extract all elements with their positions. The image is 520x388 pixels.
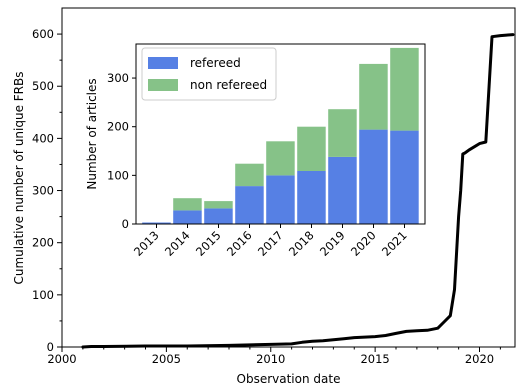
inset-y-tick-label-200: 200 (107, 120, 129, 134)
main-x-tick-label-2000: 2000 (47, 352, 76, 366)
main-x-tick-label-2020: 2020 (465, 352, 494, 366)
inset-x-tick-label-2020: 2020 (348, 228, 379, 259)
main-x-tick-label-2005: 2005 (152, 352, 181, 366)
main-x-axis-label: Observation date (237, 372, 341, 386)
inset-axes: 2013 2014 2015 2016 2017 2018 2019 2020 2021 0 100… (85, 43, 426, 259)
inset-x-tick-label-2019: 2019 (317, 228, 348, 259)
inset-x-tick-label-2016: 2016 (224, 228, 255, 259)
bar-refereed-2016 (235, 186, 264, 224)
bar-refereed-2017 (266, 175, 295, 224)
legend-swatch-non-refereed (148, 79, 178, 91)
main-x-tick-label-2010: 2010 (256, 352, 285, 366)
legend-swatch-refereed (148, 57, 178, 69)
inset-x-tick-label-2021: 2021 (379, 228, 410, 259)
bar-non-refereed-2019 (328, 109, 357, 157)
bar-non-refereed-2018 (297, 126, 326, 171)
inset-x-tick-label-2015: 2015 (193, 228, 224, 259)
main-axes: 2000 2005 2010 2015 20200100200300400500600 … (12, 7, 516, 386)
legend-label-non-refereed: non refereed (190, 78, 267, 92)
bar-refereed-2015 (204, 208, 233, 224)
inset-y-tick-label-0: 0 (122, 217, 129, 231)
inset-x-tick-label-2018: 2018 (286, 228, 317, 259)
bar-refereed-2014 (173, 210, 202, 224)
main-plot-frame (61, 7, 516, 348)
bar-non-refereed-2017 (266, 141, 295, 176)
bar-refereed-2013 (142, 222, 171, 224)
bar-refereed-2019 (328, 156, 357, 224)
main-x-tick-label-2015: 2015 (360, 352, 389, 366)
bar-non-refereed-2016 (235, 163, 264, 187)
main-y-tick-label-0: 0 (47, 340, 54, 354)
bar-refereed-2018 (297, 171, 326, 224)
inset-x-tick-label-2017: 2017 (255, 228, 286, 259)
bar-refereed-2021 (390, 130, 419, 224)
bar-non-refereed-2020 (359, 63, 388, 130)
main-y-tick-label-600: 600 (32, 27, 54, 41)
inset-y-tick-label-300: 300 (107, 71, 129, 85)
main-y-tick-label-200: 200 (32, 236, 54, 250)
inset-x-tick-label-2014: 2014 (162, 228, 193, 259)
main-y-tick-label-500: 500 (32, 79, 54, 93)
legend-label-refereed: refereed (190, 56, 241, 70)
inset-y-axis-label: Number of articles (85, 78, 99, 189)
bar-non-refereed-2015 (204, 201, 233, 209)
bar-refereed-2020 (359, 129, 388, 224)
main-y-tick-label-400: 400 (32, 131, 54, 145)
main-y-tick-label-300: 300 (32, 184, 54, 198)
cumulative-frb-line (81, 33, 515, 349)
inset-y-tick-label-100: 100 (107, 168, 129, 182)
main-y-tick-label-100: 100 (32, 288, 54, 302)
bar-non-refereed-2014 (173, 198, 202, 211)
main-y-axis-label: Cumulative number of unique FRBs (12, 71, 26, 284)
inset-x-tick-label-2013: 2013 (131, 228, 162, 259)
inset-legend: refereed non refereed (141, 47, 277, 101)
bar-non-refereed-2021 (390, 47, 419, 131)
